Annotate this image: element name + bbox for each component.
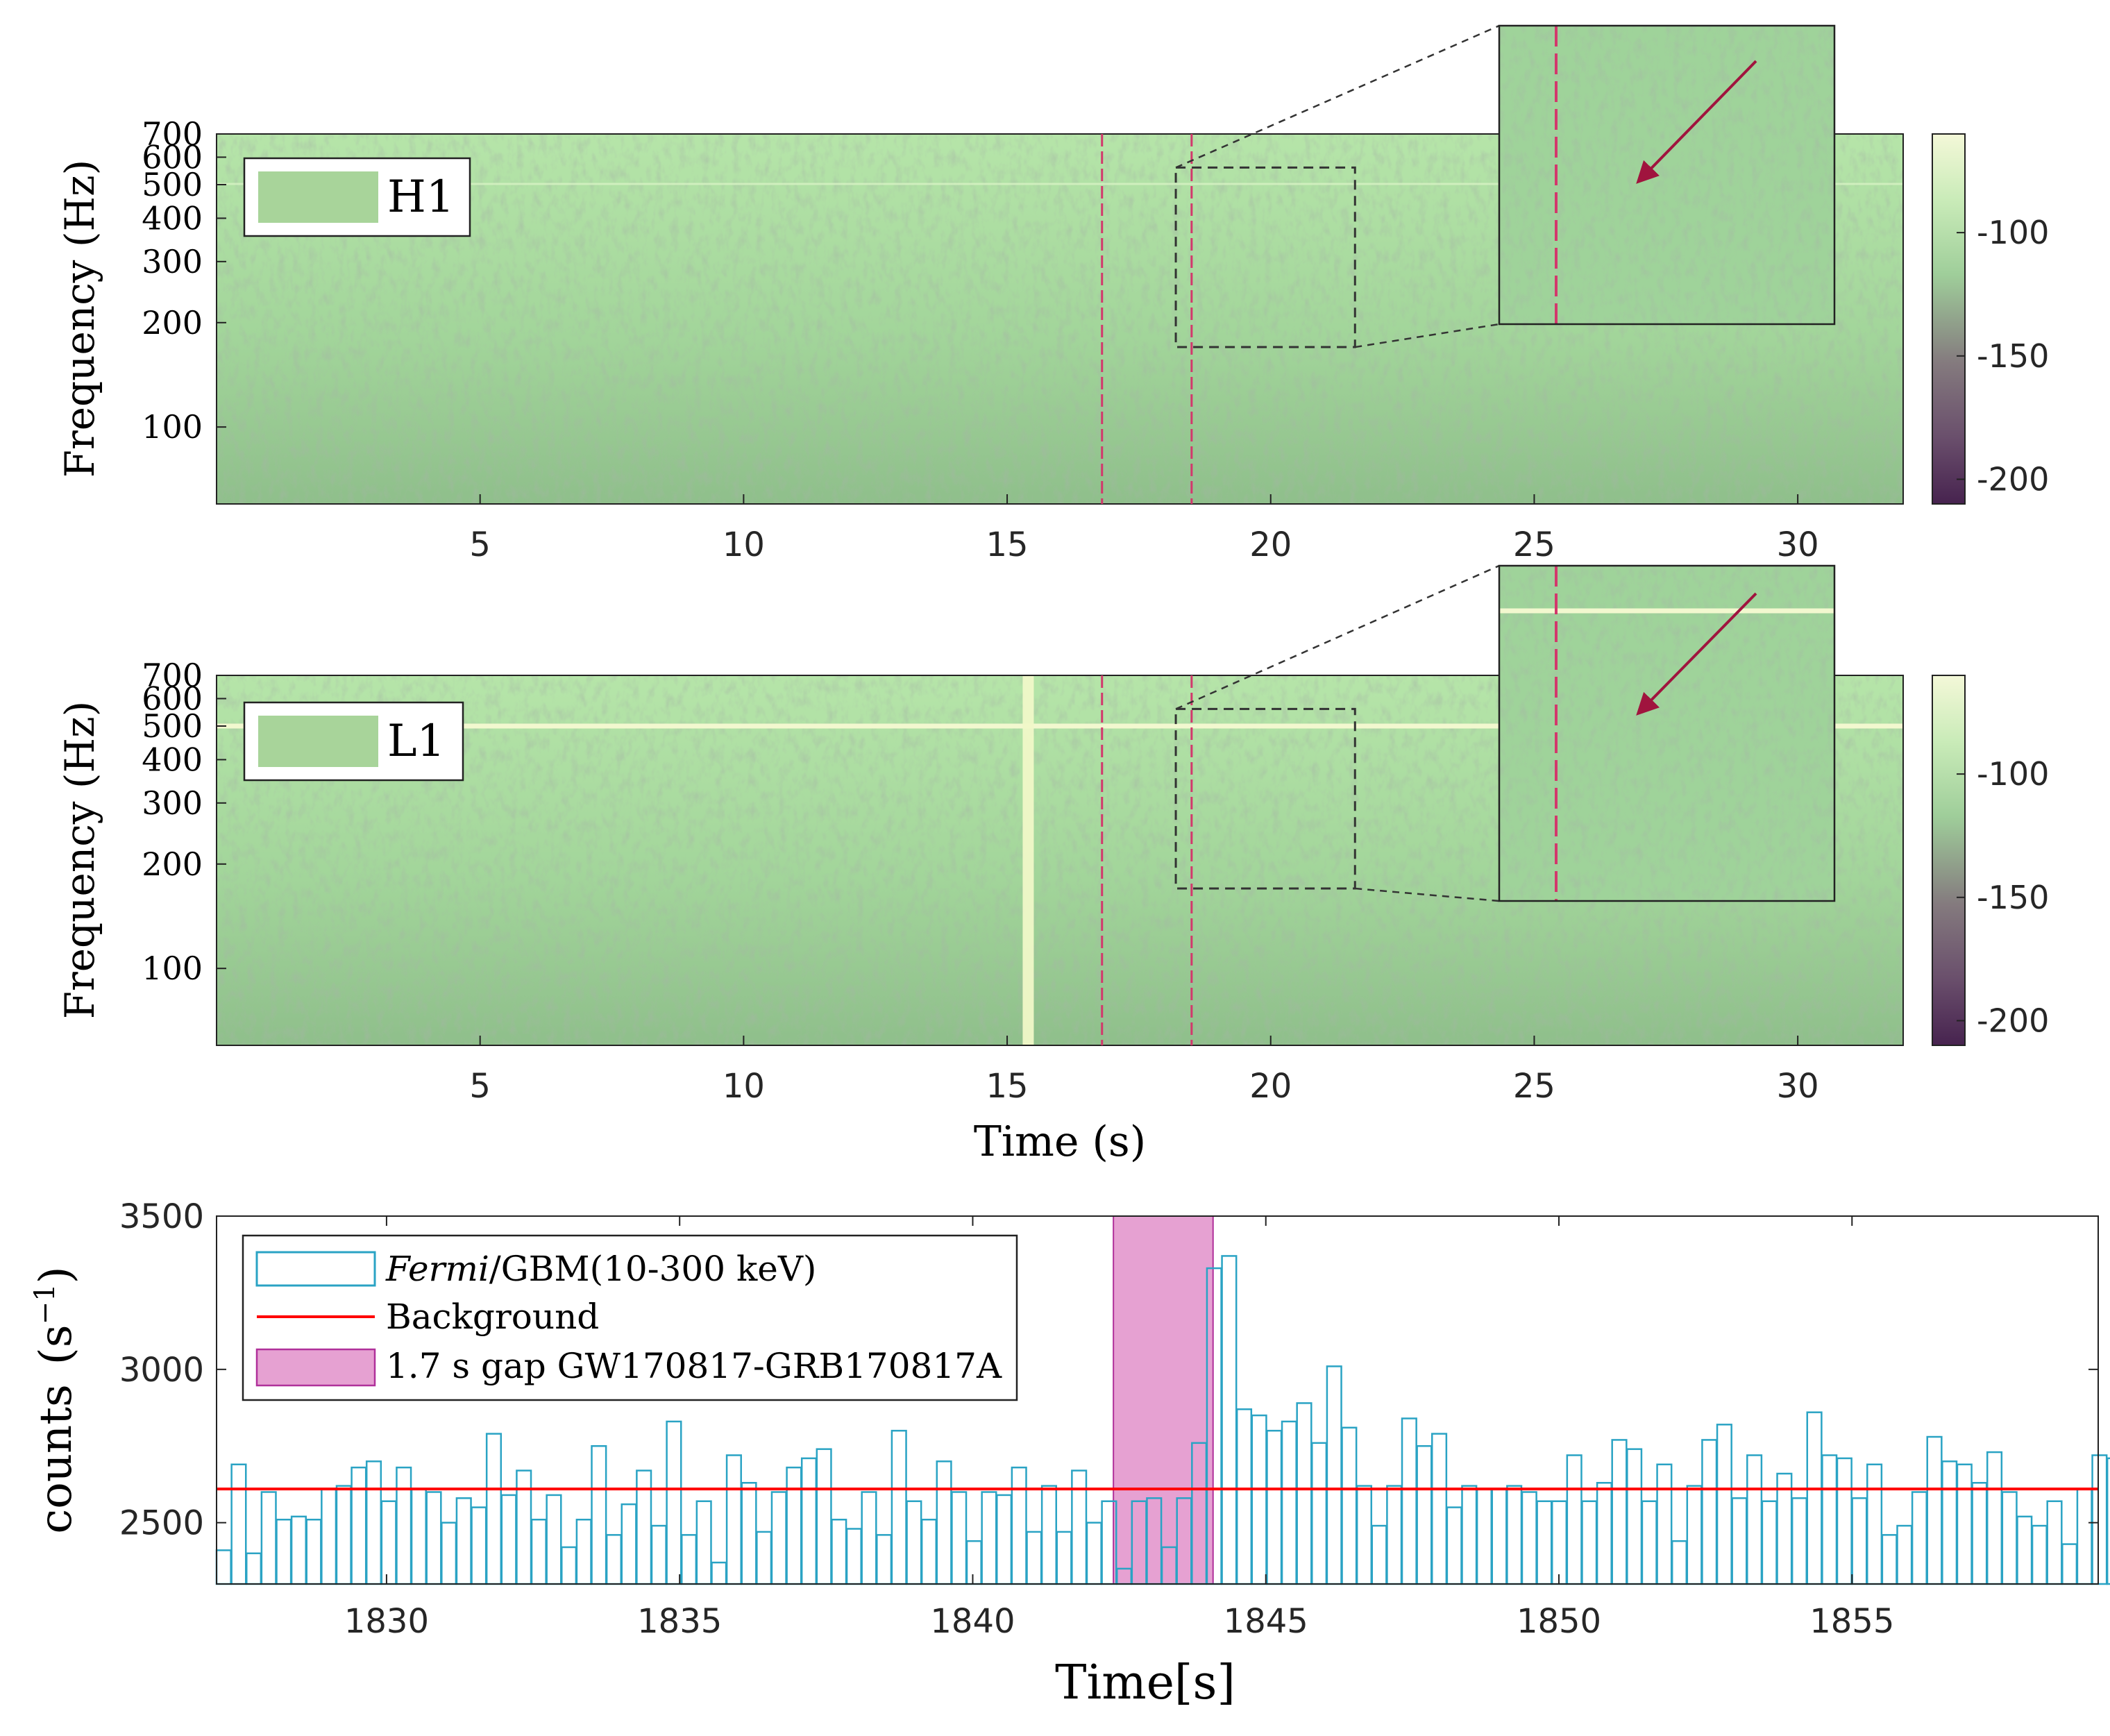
- gbm-y-tick-label: 2500: [119, 1504, 204, 1543]
- h1-zoom-box: [1174, 166, 1356, 348]
- l1-x-tick-label: 10: [723, 1067, 765, 1106]
- gbm-ylabel-unit: (s: [31, 1324, 82, 1365]
- h1-x-tick-label: 15: [986, 525, 1029, 564]
- l1-y-tick-label: 100: [142, 950, 203, 987]
- l1-x-tick-label: 20: [1249, 1067, 1292, 1106]
- h1-x-tick-label: 20: [1249, 525, 1292, 564]
- l1-legend-swatch: [258, 716, 378, 767]
- h1-legend: H1: [243, 157, 471, 237]
- legend-label-gap: 1.7 s gap GW170817-GRB170817A: [386, 1346, 1002, 1386]
- gbm-ylabel: counts (s−1): [29, 1266, 82, 1533]
- h1-y-tick-label: 100: [142, 408, 203, 446]
- l1-y-tick-label: 600: [142, 680, 203, 717]
- h1-ylabel: Frequency (Hz): [56, 160, 103, 478]
- l1-zoom-box: [1174, 707, 1356, 890]
- h1-x-ticks: 5 10 15 20 25 30: [469, 494, 1819, 564]
- h1-legend-swatch: [258, 171, 378, 223]
- gbm-x-tick-label: 1855: [1809, 1602, 1894, 1641]
- h1-y-tick-label: 500: [142, 166, 203, 203]
- h1-x-tick-label: 25: [1513, 525, 1555, 564]
- h1-plot-frame: [216, 133, 1904, 505]
- legend-label-gbm: /GBM(10-300 keV): [489, 1249, 817, 1289]
- l1-inset: [1498, 564, 1836, 902]
- l1-y-tick-label: 300: [142, 784, 203, 822]
- gbm-y-tick-label: 3000: [119, 1351, 204, 1390]
- h1-inset: [1498, 24, 1836, 326]
- l1-y-tick-label: 400: [142, 741, 203, 778]
- h1-inset-arrow: [1636, 60, 1757, 184]
- h1-colorbar-tick-label: -100: [1977, 214, 2049, 251]
- gbm-lightcurve: 1830 1835 1840 1845 1850 1855 3500 3000 2500 Fe…: [29, 1197, 2110, 1710]
- gbm-ylabel-exponent: −1: [29, 1283, 61, 1324]
- l1-colorbar: -100 -150 -200: [1932, 675, 2049, 1046]
- l1-event-markers: [1101, 675, 1193, 1045]
- gbm-legend: Fermi/GBM(10-300 keV) Background 1.7 s g…: [242, 1234, 1018, 1401]
- l1-zoom-connector-top: [1175, 564, 1500, 710]
- h1-colorbar-tick-label: -150: [1977, 337, 2049, 375]
- l1-colorbar-tick-label: -200: [1977, 1002, 2049, 1039]
- l1-y-tick-label: 200: [142, 845, 203, 883]
- l1-ylabel: Frequency (Hz): [56, 701, 103, 1020]
- h1-event-markers: [1101, 134, 1193, 504]
- legend-swatch-gap: [255, 1348, 376, 1387]
- h1-colorbar-tick-label: -200: [1977, 460, 2049, 498]
- h1-y-tick-label: 600: [142, 138, 203, 176]
- h1-y-tick-label: 400: [142, 199, 203, 237]
- gbm-x-tick-label: 1835: [637, 1602, 722, 1641]
- h1-legend-label: H1: [387, 171, 455, 223]
- l1-plot-frame: [216, 675, 1904, 1046]
- l1-colorbar-ticks: -100 -150 -200: [1957, 755, 2049, 1039]
- gbm-x-tick-label: 1850: [1517, 1602, 1601, 1641]
- legend-swatch-histogram: [255, 1251, 376, 1287]
- gbm-x-tick-label: 1840: [930, 1602, 1015, 1641]
- h1-colorbar: -100 -150 -200: [1932, 133, 2049, 505]
- l1-x-ticks: 5 10 15 20 25 30: [469, 1036, 1819, 1106]
- legend-label-background: Background: [386, 1297, 599, 1337]
- l1-legend-label: L1: [387, 716, 445, 767]
- gbm-y-tick-label: 3500: [119, 1197, 204, 1236]
- l1-colorbar-tick-label: -100: [1977, 755, 2049, 793]
- gbm-x-tick-label: 1845: [1224, 1602, 1308, 1641]
- gbm-plot-frame: [216, 1215, 2099, 1585]
- h1-x-tick-label: 30: [1777, 525, 1819, 564]
- h1-x-tick-label: 10: [723, 525, 765, 564]
- gbm-x-ticks: 1830 1835 1840 1845 1850 1855: [344, 1216, 1894, 1641]
- l1-y-tick-label: 700: [142, 657, 203, 694]
- l1-x-tick-label: 15: [986, 1067, 1029, 1106]
- h1-colorbar-ticks: -100 -150 -200: [1957, 214, 2049, 498]
- l1-colorbar-tick-label: -150: [1977, 879, 2049, 916]
- legend-label-fermi: Fermi: [385, 1249, 489, 1289]
- legend-label-histogram: Fermi/GBM(10-300 keV): [385, 1249, 816, 1289]
- h1-y-tick-label: 700: [142, 115, 203, 153]
- gbm-ylabel-text: counts: [31, 1384, 82, 1533]
- gbm-ylabel-close: ): [31, 1266, 82, 1283]
- h1-y-tick-label: 200: [142, 304, 203, 342]
- l1-x-tick-label: 5: [469, 1067, 491, 1106]
- gap-region: [1113, 1215, 1214, 1585]
- gbm-y-ticks: 3500 3000 2500: [119, 1197, 2098, 1543]
- l1-y-tick-label: 500: [142, 707, 203, 745]
- gbm-xlabel: Time[s]: [1055, 1655, 1235, 1710]
- l1-inset-arrow: [1636, 592, 1757, 716]
- histogram-bar: [2106, 1457, 2110, 1585]
- h1-x-tick-label: 5: [469, 525, 491, 564]
- l1-glitch: [1022, 675, 1034, 1045]
- h1-y-tick-label: 300: [142, 243, 203, 280]
- l1-x-tick-label: 30: [1777, 1067, 1819, 1106]
- l1-x-tick-label: 25: [1513, 1067, 1555, 1106]
- l1-legend: L1: [243, 701, 464, 782]
- gbm-x-tick-label: 1830: [344, 1602, 429, 1641]
- h1-zoom-connector-top: [1175, 24, 1500, 169]
- l1-xlabel: Time (s): [974, 1118, 1146, 1166]
